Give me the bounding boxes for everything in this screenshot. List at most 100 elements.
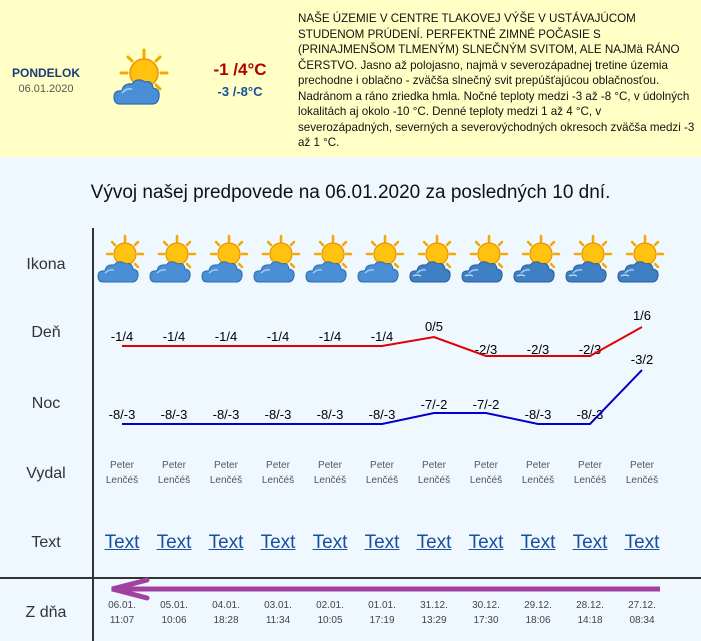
author-last: Lenčéš: [417, 475, 451, 486]
issued-date: 29.12.: [524, 600, 552, 611]
night-temp-label: -8/-3: [576, 407, 604, 422]
author-first: Peter: [110, 460, 134, 471]
day-temp-label: -1/4: [110, 329, 134, 344]
sun-cloud-icon: [149, 234, 199, 291]
night-temp-label: -8/-3: [264, 407, 292, 422]
text-link[interactable]: Text: [468, 532, 504, 553]
text-link[interactable]: Text: [572, 532, 608, 553]
text-link[interactable]: Text: [208, 532, 244, 553]
grid-divider-horizontal: [0, 577, 701, 579]
author-first: Peter: [162, 460, 186, 471]
day-temp-label: 0/5: [424, 319, 444, 334]
author-name: Peter Lenčéš: [151, 458, 197, 488]
author-last: Lenčéš: [365, 475, 399, 486]
grid-divider-vertical: [92, 228, 94, 641]
author-first: Peter: [474, 460, 498, 471]
current-forecast-panel: PONDELOK 06.01.2020 -1 /4°C -3 /-8°C NAŠ…: [0, 0, 701, 157]
text-link[interactable]: Text: [312, 532, 348, 553]
text-link[interactable]: Text: [260, 532, 296, 553]
author-last: Lenčéš: [573, 475, 607, 486]
night-temp-label: -8/-3: [316, 407, 344, 422]
issued-timestamp: 05.01. 10:06: [151, 598, 197, 628]
issued-date: 05.01.: [160, 600, 188, 611]
night-temp-label: -8/-3: [212, 407, 240, 422]
issued-timestamp: 29.12. 18:06: [515, 598, 561, 628]
author-last: Lenčéš: [469, 475, 503, 486]
night-temp-label: -3/2: [630, 352, 654, 367]
sun-cloud-icon: [305, 234, 355, 291]
current-date: 06.01.2020: [18, 83, 74, 95]
issued-date: 06.01.: [108, 600, 136, 611]
day-temp-label: -1/4: [214, 329, 238, 344]
text-link[interactable]: Text: [520, 532, 556, 553]
sun-cloud-icon: [97, 234, 147, 291]
sun-cloud-fog-icon: [565, 234, 615, 291]
night-temp-label: -7/-2: [472, 397, 500, 412]
issued-timestamp: 27.12. 08:34: [619, 598, 665, 628]
author-name: Peter Lenčéš: [411, 458, 457, 488]
issued-time: 08:34: [629, 615, 655, 626]
author-name: Peter Lenčéš: [203, 458, 249, 488]
night-temp-label: -7/-2: [420, 397, 448, 412]
day-temp-label: -2/3: [474, 342, 498, 357]
current-day-name: PONDELOK: [11, 66, 80, 80]
day-temp-label: -1/4: [370, 329, 394, 344]
forecast-description: NAŠE ÚZEMIE V CENTRE TLAKOVEJ VÝŠE V UST…: [298, 12, 695, 149]
arrow-left-icon: [111, 577, 660, 601]
author-first: Peter: [422, 460, 446, 471]
author-last: Lenčéš: [313, 475, 347, 486]
day-temp-label: 1/6: [632, 308, 652, 323]
issued-timestamp: 03.01. 11:34: [255, 598, 301, 628]
sun-cloud-fog-icon: [461, 234, 511, 291]
day-temp-label: -2/3: [578, 342, 602, 357]
sun-cloud-icon: [357, 234, 407, 291]
author-name: Peter Lenčéš: [619, 458, 665, 488]
issued-date: 01.01.: [368, 600, 396, 611]
text-link[interactable]: Text: [364, 532, 400, 553]
text-link[interactable]: Text: [416, 532, 452, 553]
issued-time: 17:30: [473, 615, 499, 626]
current-temp-day: -1 /4°C: [213, 60, 267, 79]
issued-timestamp: 06.01. 11:07: [99, 598, 145, 628]
issued-timestamp: 01.01. 17:19: [359, 598, 405, 628]
author-last: Lenčéš: [105, 475, 139, 486]
author-last: Lenčéš: [625, 475, 659, 486]
issued-timestamp: 02.01. 10:05: [307, 598, 353, 628]
author-first: Peter: [578, 460, 602, 471]
issued-time: 18:28: [213, 615, 239, 626]
author-first: Peter: [266, 460, 290, 471]
night-temp-label: -8/-3: [524, 407, 552, 422]
sun-cloud-icon: [110, 46, 172, 113]
history-title: Vývoj našej predpovede na 06.01.2020 za …: [90, 182, 611, 203]
night-temp-label: -8/-3: [160, 407, 188, 422]
author-name: Peter Lenčéš: [515, 458, 561, 488]
issued-time: 13:29: [421, 615, 447, 626]
issued-date: 27.12.: [628, 600, 656, 611]
issued-date: 03.01.: [264, 600, 292, 611]
row-label-icon: Ikona: [26, 256, 66, 273]
author-name: Peter Lenčéš: [255, 458, 301, 488]
sun-cloud-fog-icon: [409, 234, 459, 291]
issued-time: 11:34: [265, 615, 291, 626]
sun-cloud-icon: [201, 234, 251, 291]
text-link[interactable]: Text: [624, 532, 660, 553]
current-temp-night: -3 /-8°C: [217, 84, 263, 99]
sun-cloud-fog-icon: [617, 234, 667, 291]
author-name: Peter Lenčéš: [99, 458, 145, 488]
day-temp-label: -1/4: [318, 329, 342, 344]
issued-time: 18:06: [525, 615, 551, 626]
issued-date: 28.12.: [576, 600, 604, 611]
issued-date: 04.01.: [212, 600, 240, 611]
issued-timestamp: 31.12. 13:29: [411, 598, 457, 628]
text-link[interactable]: Text: [104, 532, 140, 553]
issued-timestamp: 28.12. 14:18: [567, 598, 613, 628]
author-first: Peter: [630, 460, 654, 471]
day-temp-label: -1/4: [266, 329, 290, 344]
row-label-text: Text: [31, 534, 61, 551]
day-temp-label: -2/3: [526, 342, 550, 357]
author-last: Lenčéš: [261, 475, 295, 486]
text-link[interactable]: Text: [156, 532, 192, 553]
author-name: Peter Lenčéš: [307, 458, 353, 488]
row-label-day: Deň: [31, 324, 61, 341]
row-label-from: Z dňa: [25, 604, 67, 621]
